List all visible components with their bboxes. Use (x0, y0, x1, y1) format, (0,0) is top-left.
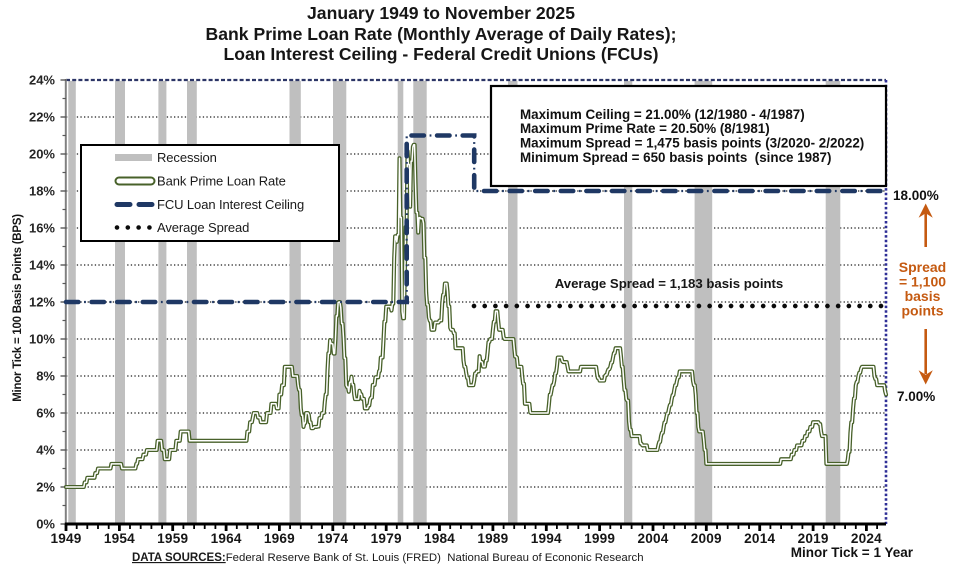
svg-text:Bank Prime Loan Rate (Monthly: Bank Prime Loan Rate (Monthly Average of… (206, 24, 677, 44)
svg-text:1969: 1969 (264, 531, 295, 546)
svg-text:Minimum Spread = 650 basis poi: Minimum Spread = 650 basis points (since… (520, 150, 831, 165)
svg-text:Maximum Prime Rate = 20.50% (8: Maximum Prime Rate = 20.50% (8/1981) (520, 121, 770, 136)
svg-text:18%: 18% (29, 184, 55, 199)
svg-text:2%: 2% (36, 480, 55, 495)
svg-text:Bank Prime Loan Rate: Bank Prime Loan Rate (157, 174, 286, 189)
svg-text:Maximum Spread = 1,475 basis p: Maximum Spread = 1,475 basis points (3/2… (520, 136, 864, 151)
svg-text:14%: 14% (29, 258, 55, 273)
svg-text:Spread: Spread (899, 259, 946, 275)
svg-text:1949: 1949 (50, 531, 81, 546)
svg-text:1989: 1989 (477, 531, 508, 546)
svg-text:0%: 0% (36, 517, 55, 532)
svg-text:DATA SOURCES:Federal Reserve B: DATA SOURCES:Federal Reserve Bank of St.… (132, 552, 644, 564)
svg-text:1979: 1979 (371, 531, 402, 546)
svg-text:Average Spread: Average Spread (157, 220, 249, 235)
svg-text:2019: 2019 (798, 531, 829, 546)
svg-text:points: points (902, 303, 944, 319)
svg-text:22%: 22% (29, 110, 55, 125)
svg-text:2014: 2014 (744, 531, 775, 546)
svg-text:2004: 2004 (637, 531, 668, 546)
svg-text:1984: 1984 (424, 531, 455, 546)
svg-text:1954: 1954 (104, 531, 135, 546)
svg-text:16%: 16% (29, 221, 55, 236)
svg-text:2024: 2024 (851, 531, 882, 546)
svg-text:Minor Tick = 100 Basis Points: Minor Tick = 100 Basis Points (BPS) (12, 214, 24, 402)
svg-text:12%: 12% (29, 295, 55, 310)
svg-text:Loan Interest Ceiling - Federa: Loan Interest Ceiling - Federal Credit U… (224, 44, 659, 64)
svg-text:7.00%: 7.00% (897, 389, 935, 404)
svg-text:1964: 1964 (211, 531, 242, 546)
svg-text:FCU Loan Interest Ceiling: FCU Loan Interest Ceiling (157, 197, 304, 212)
svg-text:2009: 2009 (691, 531, 722, 546)
svg-text:1994: 1994 (531, 531, 562, 546)
svg-text:basis: basis (905, 288, 941, 304)
svg-text:1959: 1959 (157, 531, 188, 546)
svg-text:Maximum Ceiling = 21.00% (12/1: Maximum Ceiling = 21.00% (12/1980 - 4/19… (520, 107, 805, 122)
svg-text:4%: 4% (36, 443, 55, 458)
svg-text:6%: 6% (36, 406, 55, 421)
svg-text:10%: 10% (29, 332, 55, 347)
svg-text:8%: 8% (36, 369, 55, 384)
svg-text:Minor Tick = 1 Year: Minor Tick = 1 Year (791, 545, 914, 560)
svg-text:Recession: Recession (157, 150, 217, 165)
svg-text:Average Spread = 1,183 basis p: Average Spread = 1,183 basis points (555, 276, 784, 291)
svg-text:18.00%: 18.00% (893, 188, 939, 203)
svg-text:= 1,100: = 1,100 (899, 274, 946, 290)
svg-text:1999: 1999 (584, 531, 615, 546)
svg-text:24%: 24% (29, 73, 55, 88)
svg-text:January 1949 to November 2025: January 1949 to November 2025 (307, 3, 575, 23)
svg-text:20%: 20% (29, 147, 55, 162)
svg-text:1974: 1974 (317, 531, 348, 546)
